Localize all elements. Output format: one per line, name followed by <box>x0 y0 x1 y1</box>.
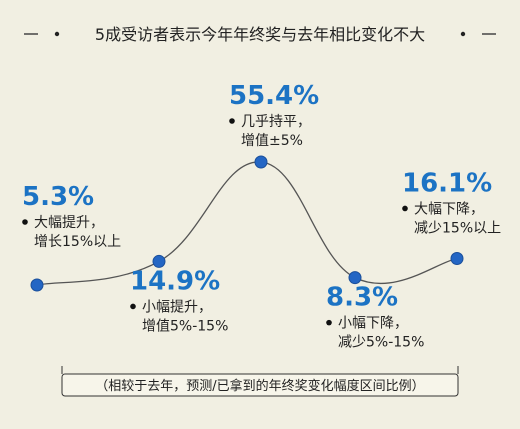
category-label: 增长15%以上 <box>34 234 121 250</box>
label-bullet <box>130 303 136 310</box>
data-label: 5.3% <box>22 182 94 212</box>
data-label: 8.3% <box>326 283 398 313</box>
label-bullet <box>402 205 408 212</box>
label-bullet <box>326 319 332 326</box>
data-point <box>348 271 362 285</box>
title-right-dot <box>460 31 466 37</box>
category-label: 小幅提升， <box>142 299 212 315</box>
chart-marks: 5.3% 大幅提升， 增长15%以上 14.9% 小幅提升， 增值5%-15% 55.4% 几… <box>22 81 501 351</box>
title-left-dot <box>54 31 60 37</box>
category-label: 大幅下降， <box>414 201 484 217</box>
category-label: 小幅下降， <box>338 316 408 332</box>
category-label: 增值5%-15% <box>142 318 228 334</box>
data-point <box>450 251 464 265</box>
data-label: 14.9% <box>130 266 220 296</box>
category-label: 大幅提升， <box>34 215 104 231</box>
data-label: 55.4% <box>229 81 319 111</box>
category-label: 减少15%以上 <box>414 220 501 236</box>
chart-title: 5成受访者表示今年年终奖与去年相比变化不大 <box>95 25 425 44</box>
label-bullet <box>229 118 235 124</box>
category-label: 几乎持平， <box>241 114 311 130</box>
data-point <box>30 278 44 292</box>
footnote-box <box>61 373 459 397</box>
data-point <box>152 254 166 268</box>
label-bullet <box>22 219 28 225</box>
category-label: 增值±5% <box>241 133 303 149</box>
data-label: 16.1% <box>402 168 492 198</box>
category-label: 减少5%-15% <box>338 335 424 351</box>
data-point <box>254 155 268 169</box>
footnote-text: （相较于去年，预测/已拿到的年终奖变化幅度区间比例） <box>95 378 424 394</box>
